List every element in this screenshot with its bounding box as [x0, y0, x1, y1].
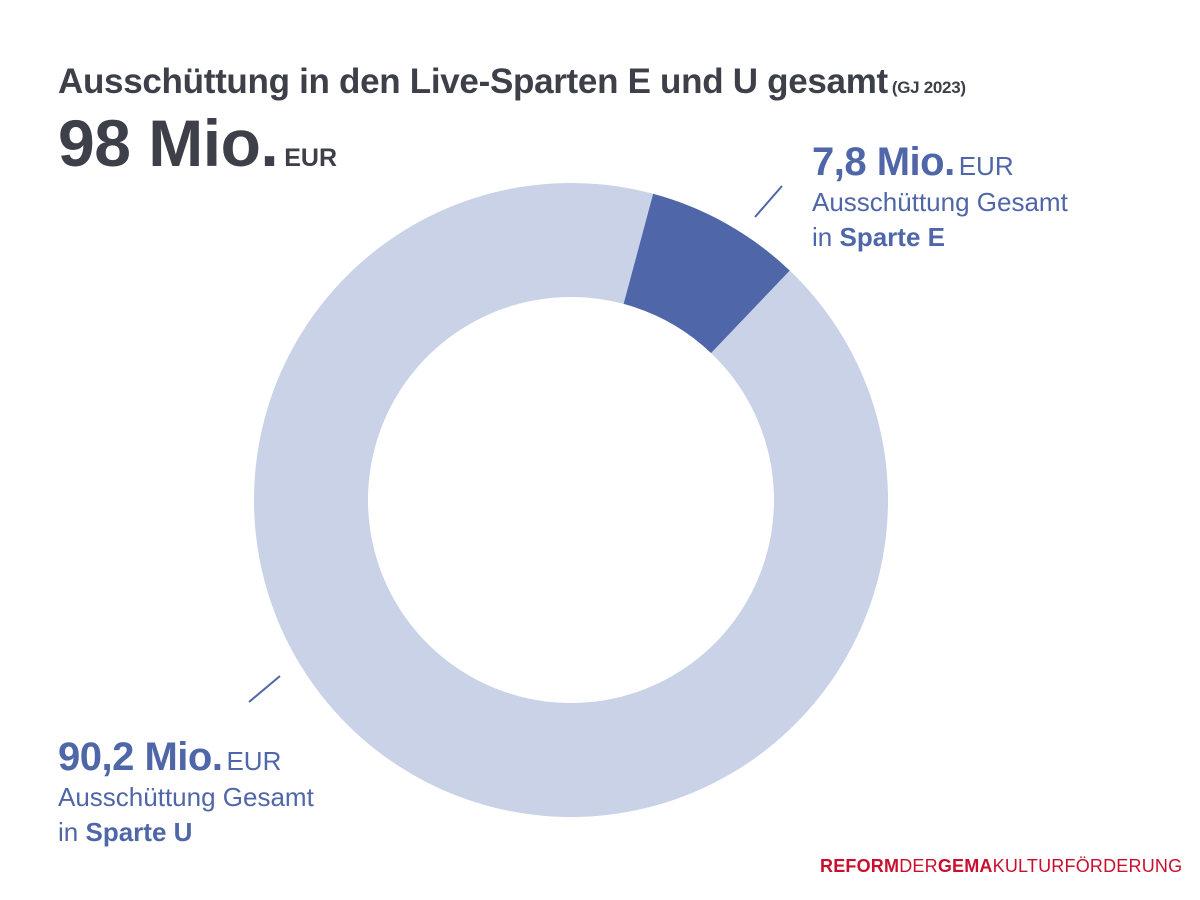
label-e-line2: in Sparte E — [812, 220, 1068, 255]
chart-title-sub: (GJ 2023) — [891, 78, 966, 97]
chart-title: Ausschüttung in den Live-Sparten E und U… — [58, 62, 966, 102]
label-e-sparte: Sparte E — [839, 222, 945, 252]
leader-line-sparte-u — [248, 675, 281, 703]
label-e-prefix: in — [812, 222, 833, 252]
donut-slice-sparte-u — [254, 183, 888, 818]
label-e-unit: EUR — [958, 151, 1014, 181]
total-amount: 98 Mio. EUR — [58, 110, 337, 176]
donut-slices — [254, 183, 888, 818]
donut-slice-sparte-e — [623, 193, 790, 354]
label-u-sparte: Sparte U — [85, 817, 193, 847]
label-sparte-u: 90,2 Mio. EUR Ausschüttung Gesamt in Spar… — [58, 735, 314, 850]
label-sparte-e: 7,8 Mio. EUR Ausschüttung Gesamt in Spart… — [812, 140, 1068, 255]
chart-title-main: Ausschüttung in den Live-Sparten E und U… — [58, 62, 888, 101]
label-e-line1: Ausschüttung Gesamt — [812, 187, 1068, 217]
footer-part1: REFORM — [820, 856, 900, 876]
leader-line-sparte-e — [754, 185, 783, 218]
total-unit: EUR — [284, 144, 338, 172]
footer-brand: REFORMDERGEMAKULTURFÖRDERUNG — [820, 856, 1182, 877]
label-u-unit: EUR — [226, 746, 282, 776]
label-u-line1: Ausschüttung Gesamt — [58, 782, 314, 812]
label-u-value: 90,2 Mio. — [58, 735, 223, 779]
footer-part4: KULTURFÖRDERUNG — [992, 856, 1183, 876]
footer-part3: GEMA — [937, 856, 993, 876]
total-value: 98 Mio. — [58, 106, 279, 180]
label-u-prefix: in — [58, 817, 79, 847]
footer-part2: DER — [899, 856, 938, 876]
label-e-value: 7,8 Mio. — [812, 140, 955, 184]
label-u-line2: in Sparte U — [58, 815, 314, 850]
